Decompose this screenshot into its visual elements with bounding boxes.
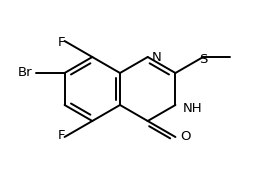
Text: S: S xyxy=(199,53,207,66)
Text: N: N xyxy=(152,51,161,64)
Text: NH: NH xyxy=(183,101,202,114)
Text: Br: Br xyxy=(18,67,33,80)
Text: F: F xyxy=(58,36,65,49)
Text: F: F xyxy=(58,129,65,142)
Text: O: O xyxy=(180,130,191,143)
